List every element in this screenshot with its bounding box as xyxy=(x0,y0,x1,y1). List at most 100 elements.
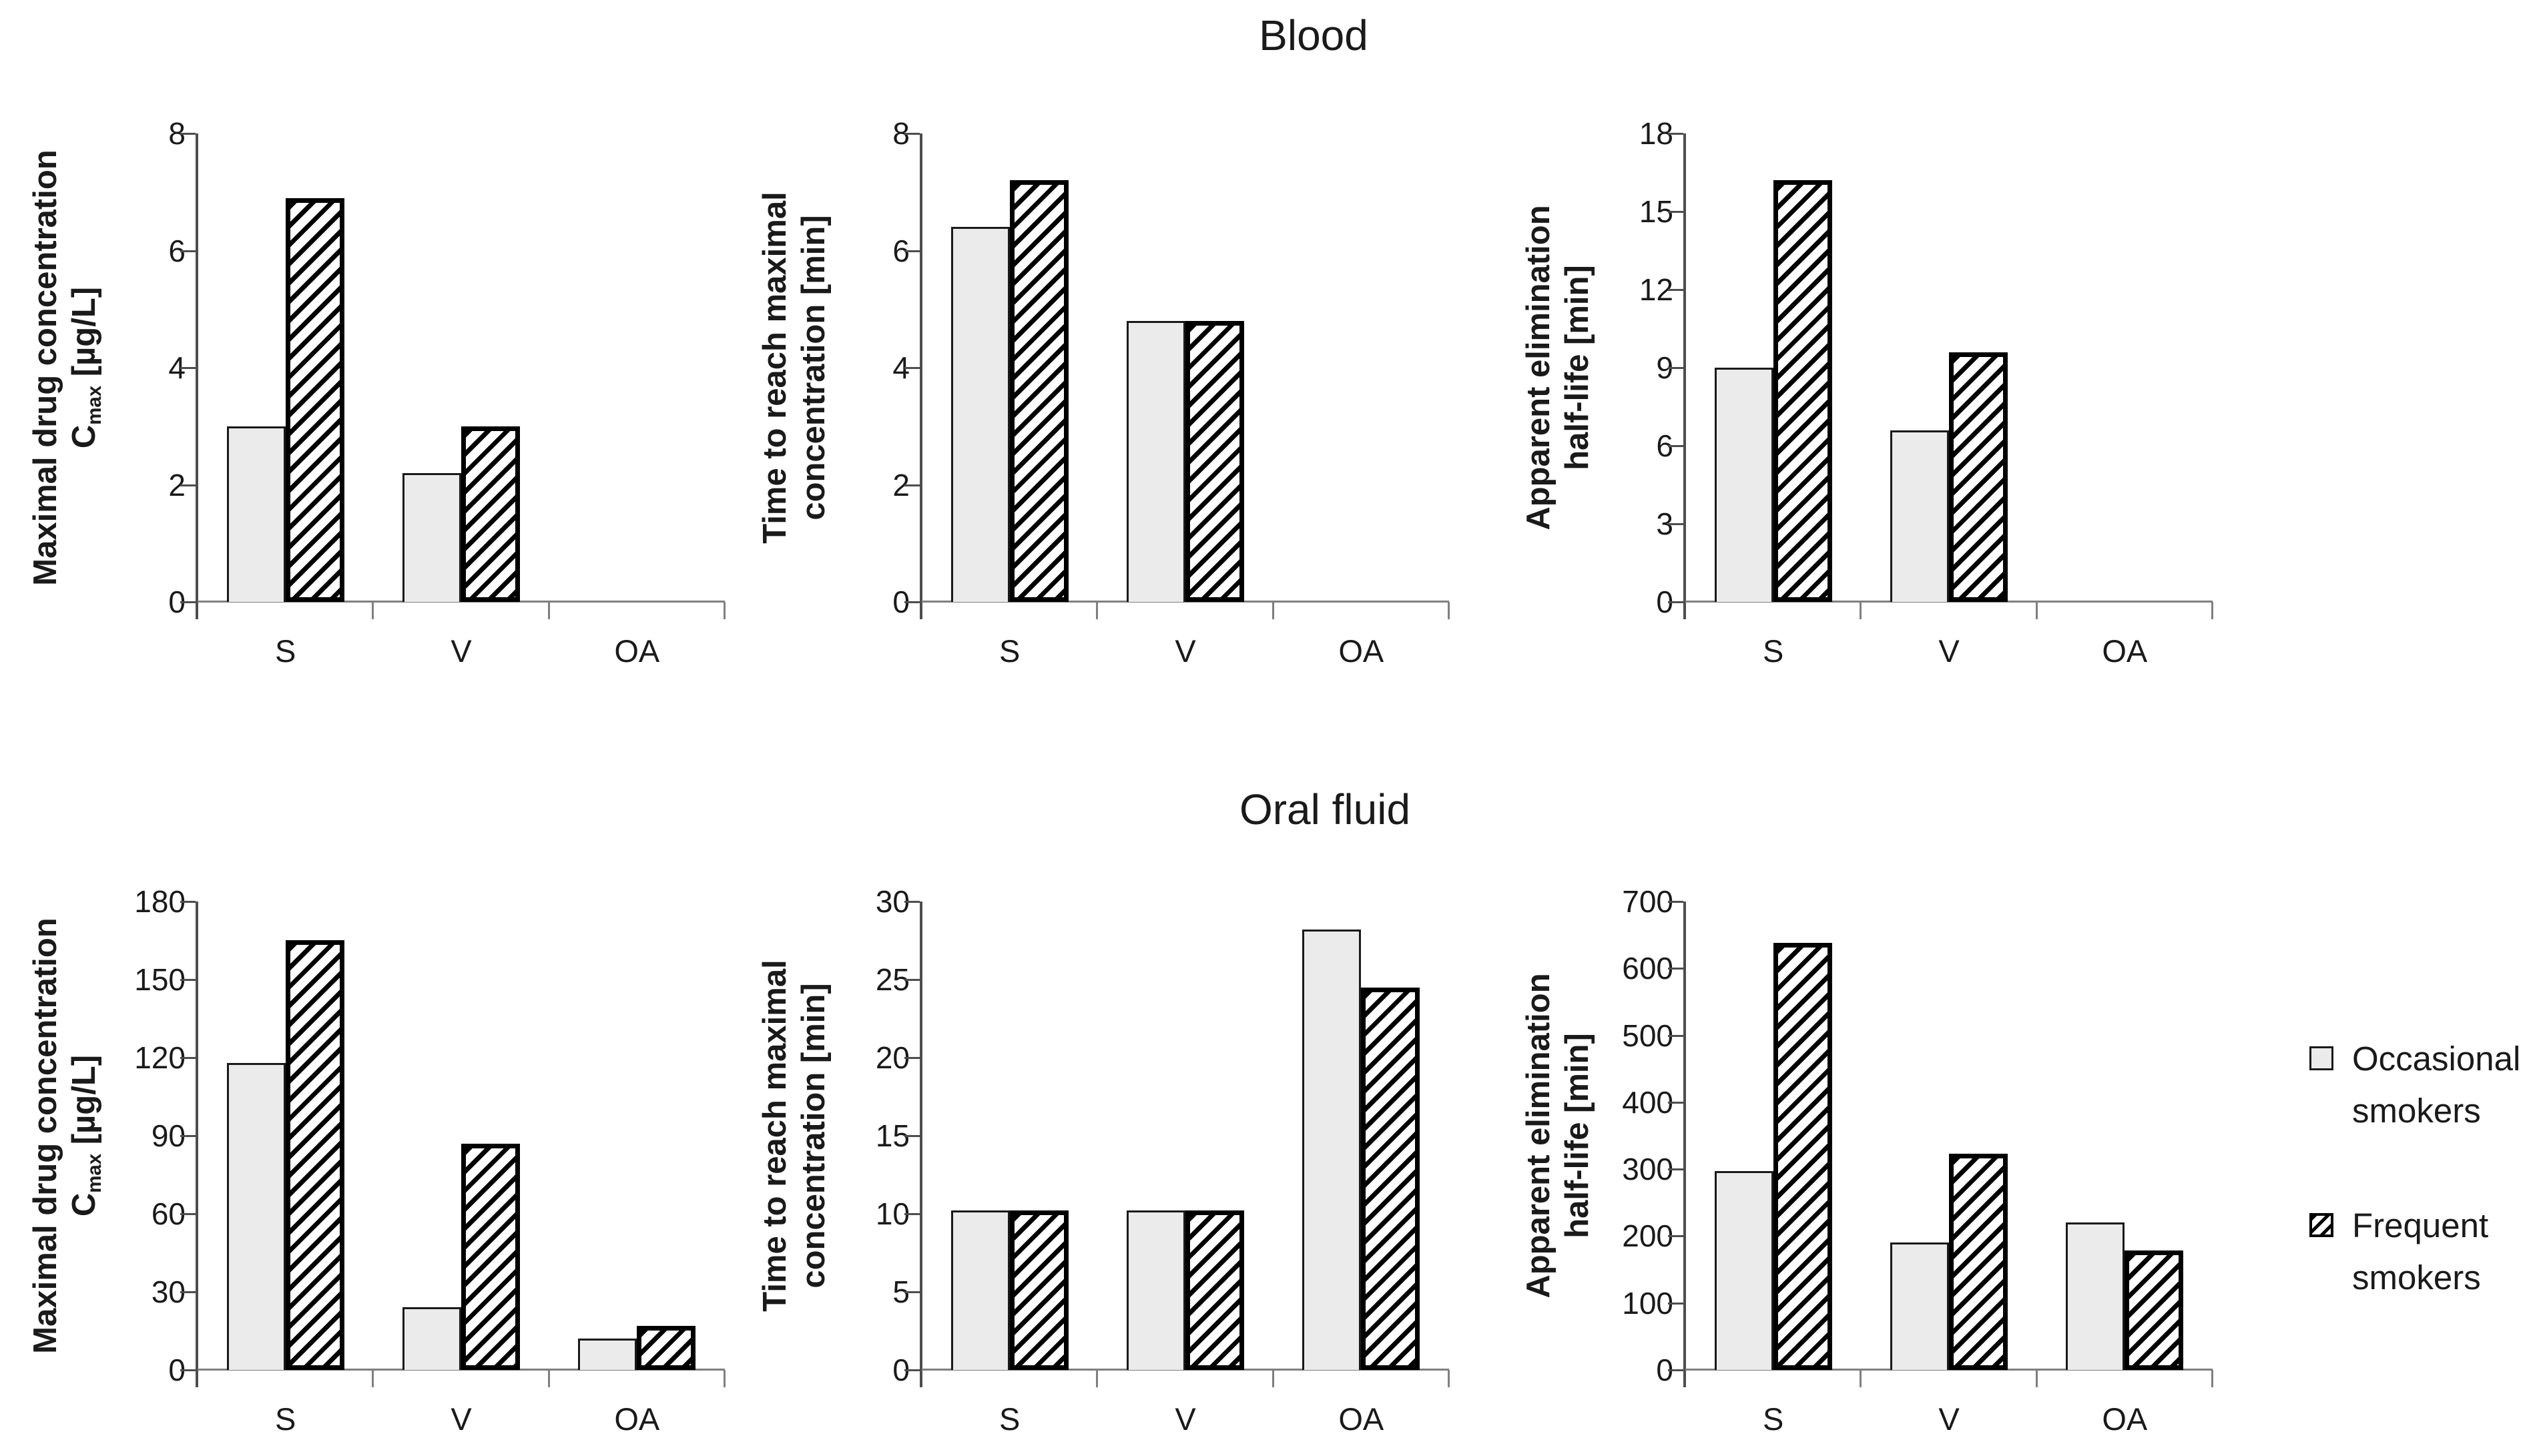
y-axis-label-line: concentration [min] xyxy=(794,960,833,1311)
y-tick-mark xyxy=(904,1213,920,1215)
legend-label-line: smokers xyxy=(2352,1258,2481,1297)
y-axis-line xyxy=(920,133,922,619)
y-axis-label: Time to reach maximal concentration [min] xyxy=(756,960,833,1311)
x-tick-mark xyxy=(2035,602,2038,619)
y-tick-label: 400 xyxy=(1622,1084,1673,1120)
x-tick-mark xyxy=(372,1370,374,1387)
y-axis-label-column: Time to reach maximal concentration [min] xyxy=(751,901,838,1370)
y-tick-label-column: 0 30 60 90 120 150 180 xyxy=(113,884,198,1387)
chart-oral-tmax: Time to reach maximal concentration [min]… xyxy=(751,884,1450,1437)
bar-frequent-V xyxy=(1948,1154,2008,1370)
y-tick-label: 9 xyxy=(1656,350,1673,385)
y-tick-label: 18 xyxy=(1639,116,1673,151)
y-tick-label: 0 xyxy=(892,585,910,619)
y-axis-line xyxy=(1683,133,1686,619)
bar-frequent-OA xyxy=(1361,988,1420,1370)
y-tick-label: 300 xyxy=(1622,1152,1673,1187)
y-tick-label: 0 xyxy=(892,1353,910,1387)
y-tick-mark xyxy=(904,484,920,486)
y-tick-label: 8 xyxy=(892,116,910,151)
y-tick-mark xyxy=(904,1135,920,1137)
y-tick-label: 8 xyxy=(168,116,186,151)
y-tick-label: 12 xyxy=(1639,272,1673,307)
bar-group-S xyxy=(922,133,1097,602)
y-tick-mark xyxy=(904,901,920,903)
category-label-OA: OA xyxy=(614,1401,660,1437)
y-tick-mark xyxy=(180,1135,196,1137)
bar-frequent-V xyxy=(1185,1210,1244,1370)
category-label-V: V xyxy=(451,1401,472,1437)
y-tick-label: 100 xyxy=(1622,1285,1673,1321)
bar-occasional-OA xyxy=(578,1339,637,1370)
y-axis-label-text: concentration [min] xyxy=(796,983,832,1289)
y-tick-label: 0 xyxy=(168,585,186,619)
x-tick-mark xyxy=(2211,1370,2213,1387)
category-label-OA: OA xyxy=(2102,633,2148,669)
y-tick-mark xyxy=(1668,1235,1683,1238)
bar-occasional-V xyxy=(1126,321,1185,602)
x-tick-mark xyxy=(2035,1370,2038,1387)
y-tick-mark xyxy=(904,601,920,603)
bar-group-OA xyxy=(2037,133,2213,602)
category-label-OA: OA xyxy=(1338,633,1384,669)
bar-group-OA xyxy=(1274,133,1449,602)
chart-blood-tmax: Time to reach maximal concentration [min]… xyxy=(751,116,1450,669)
plot-area: S V OA xyxy=(904,901,1450,1437)
y-axis-label-text: half-life [min] xyxy=(1559,265,1595,470)
y-tick-mark xyxy=(180,1291,196,1293)
y-tick-mark xyxy=(1668,367,1683,369)
y-axis-label-text: C xyxy=(66,1192,103,1217)
category-label-OA: OA xyxy=(1338,1401,1384,1437)
chart-oral-cmax: Maximal drug concentration Cmax [µg/L] 0 30… xyxy=(26,884,726,1437)
y-tick-label-column: 0 3 6 9 12 15 18 xyxy=(1601,116,1685,619)
bar-occasional-V xyxy=(1126,1210,1185,1370)
y-tick-mark xyxy=(180,1213,196,1215)
y-tick-label: 180 xyxy=(134,884,186,919)
legend-swatch-occasional-icon xyxy=(2309,1046,2333,1070)
bar-group-V xyxy=(373,901,549,1370)
y-tick-mark xyxy=(180,133,196,135)
y-tick-mark xyxy=(180,1369,196,1371)
bar-occasional-V xyxy=(1890,430,1949,602)
y-tick-mark xyxy=(180,1057,196,1059)
y-tick-mark xyxy=(180,601,196,603)
y-tick-mark xyxy=(1668,211,1683,213)
y-axis-label-line: Apparent elimination xyxy=(1519,973,1558,1298)
y-axis-label-column: Apparent elimination half-life [min] xyxy=(1514,133,1601,602)
y-tick-mark xyxy=(180,901,196,903)
bar-frequent-S xyxy=(285,940,344,1370)
y-tick-label: 90 xyxy=(151,1118,186,1153)
y-axis-label-text: [µg/L] xyxy=(66,286,103,386)
category-label-S: S xyxy=(1762,633,1784,669)
y-axis-label-line: Apparent elimination xyxy=(1519,205,1558,530)
y-axis-label-text: Time to reach maximal xyxy=(757,192,793,544)
y-axis-label-text: Apparent elimination xyxy=(1520,205,1557,530)
bar-group-OA xyxy=(549,133,725,602)
bar-occasional-OA xyxy=(1302,930,1362,1370)
y-tick-label: 20 xyxy=(875,1040,910,1075)
x-tick-mark xyxy=(1860,1370,1862,1387)
y-tick-label: 0 xyxy=(1656,585,1673,619)
y-axis-label-line: Cmax [µg/L] xyxy=(65,149,114,585)
bar-frequent-S xyxy=(1773,180,1832,602)
y-tick-mark xyxy=(180,979,196,981)
category-label-S: S xyxy=(999,633,1021,669)
category-label-V: V xyxy=(1938,633,1960,669)
y-tick-label: 10 xyxy=(875,1196,910,1231)
bar-occasional-S xyxy=(950,1210,1010,1370)
plot-area: S V OA xyxy=(1668,133,2213,669)
x-tick-mark xyxy=(2211,602,2213,619)
bar-group-V xyxy=(373,133,549,602)
y-axis-label: Maximal drug concentration Cmax [µg/L] xyxy=(26,918,114,1353)
y-axis-label-column: Apparent elimination half-life [min] xyxy=(1514,901,1601,1370)
panel-title-blood: Blood xyxy=(1259,11,1368,59)
legend-item-occasional: Occasional smokers xyxy=(2309,1033,2520,1137)
bar-occasional-S xyxy=(226,426,286,602)
y-axis-label: Apparent elimination half-life [min] xyxy=(1519,205,1597,530)
y-axis-label: Maximal drug concentration Cmax [µg/L] xyxy=(26,149,114,585)
y-tick-mark xyxy=(1668,968,1683,970)
legend-label-line: smokers xyxy=(2352,1092,2481,1130)
y-tick-mark xyxy=(904,367,920,369)
y-axis-label-line: Maximal drug concentration xyxy=(26,149,65,585)
bar-group-V xyxy=(1861,901,2036,1370)
